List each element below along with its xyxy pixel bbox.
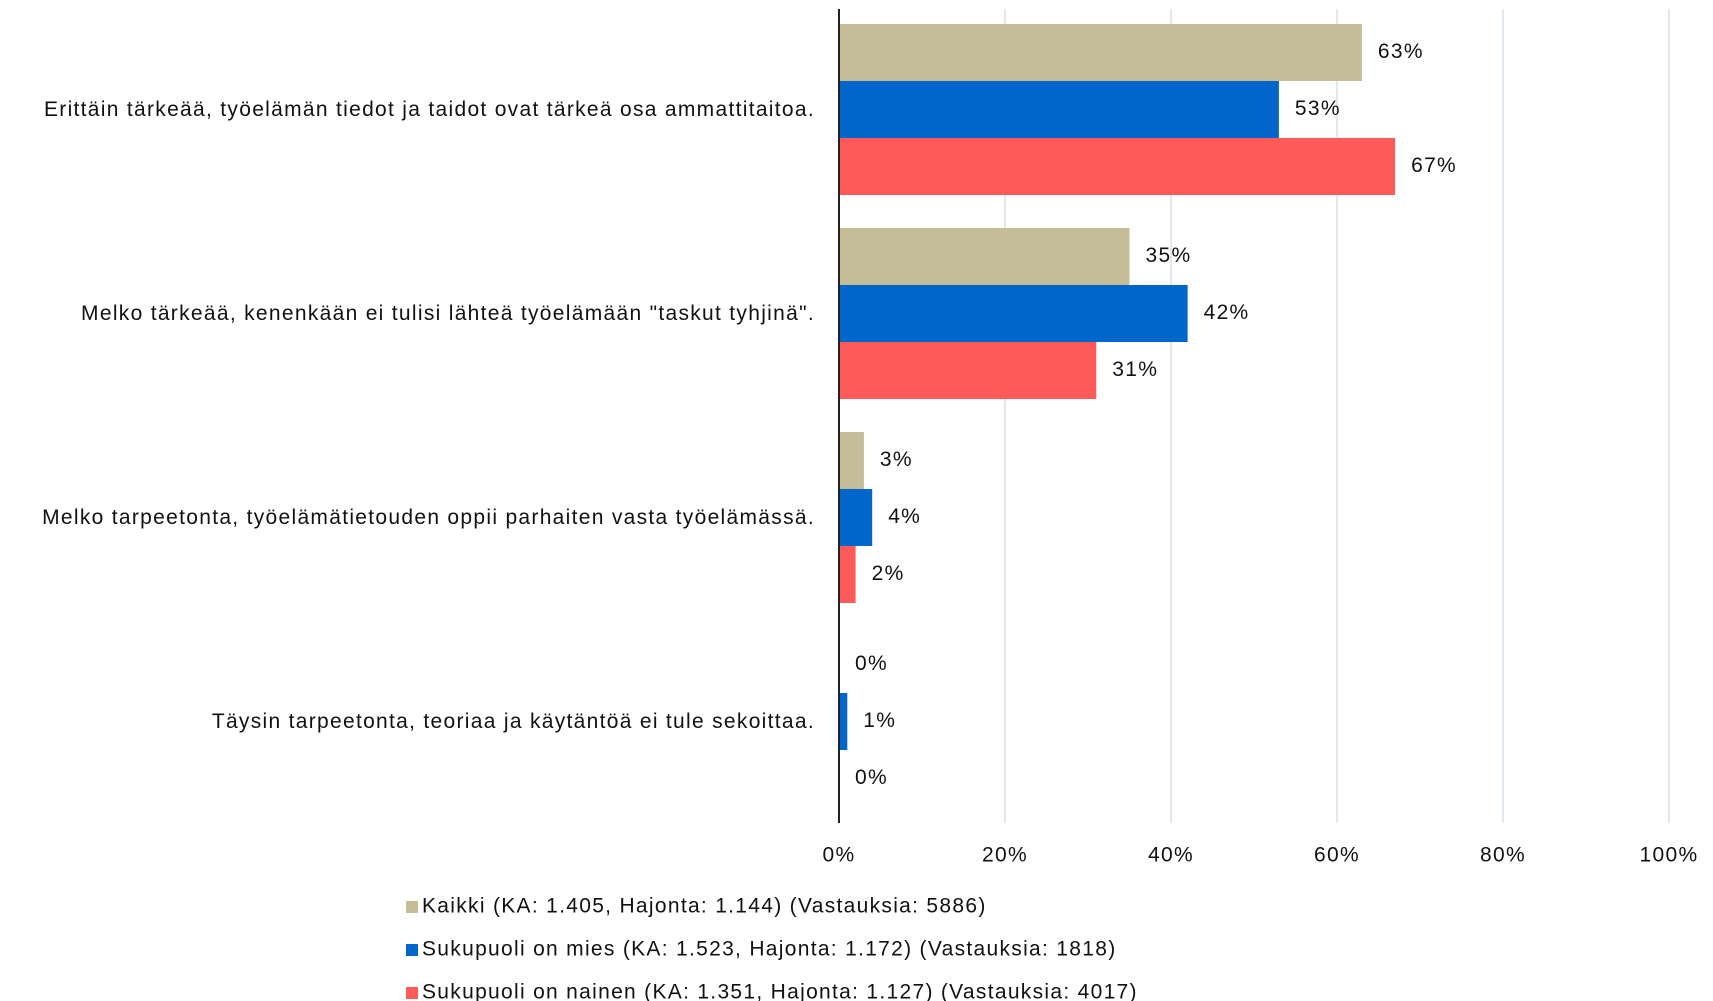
value-label: 53%	[1295, 97, 1341, 120]
bar	[839, 285, 1188, 342]
bar	[839, 228, 1130, 285]
x-tick-label: 0%	[823, 844, 856, 867]
value-label: 67%	[1411, 154, 1457, 177]
legend-label: Sukupuoli on mies (KA: 1.523, Hajonta: 1…	[422, 938, 1117, 961]
value-label: 0%	[855, 652, 888, 675]
value-label: 0%	[855, 766, 888, 789]
legend-swatch	[406, 901, 418, 913]
value-label: 2%	[872, 562, 905, 585]
category-label-box: Melko tärkeää, kenenkään ei tulisi lähte…	[81, 302, 815, 325]
bar	[839, 489, 873, 546]
legend-swatch	[406, 944, 418, 956]
x-tick-label: 80%	[1480, 844, 1526, 867]
category-label-box: Täysin tarpeetonta, teoriaa ja käytäntöä…	[211, 710, 815, 733]
category-label: Melko tärkeää, kenenkään ei tulisi lähte…	[81, 302, 815, 325]
category-label: Täysin tarpeetonta, teoriaa ja käytäntöä…	[211, 710, 815, 733]
bar	[839, 693, 848, 750]
value-label: 35%	[1146, 244, 1192, 267]
value-label: 3%	[880, 448, 913, 471]
value-label: 42%	[1204, 301, 1250, 324]
bar	[839, 342, 1097, 399]
value-label: 1%	[863, 709, 896, 732]
category-label: Melko tarpeetonta, työelämätietouden opp…	[42, 506, 815, 529]
bar	[839, 138, 1396, 195]
category-label: Erittäin tärkeää, työelämän tiedot ja ta…	[43, 98, 815, 121]
value-label: 31%	[1112, 358, 1158, 381]
value-label: 63%	[1378, 40, 1424, 63]
x-tick-label: 100%	[1640, 844, 1699, 867]
legend-label: Sukupuoli on nainen (KA: 1.351, Hajonta:…	[422, 981, 1138, 1001]
bar	[839, 24, 1362, 81]
value-label: 4%	[888, 505, 921, 528]
x-tick-label: 40%	[1148, 844, 1194, 867]
x-tick-label: 60%	[1314, 844, 1360, 867]
x-tick-label: 20%	[982, 844, 1028, 867]
bar	[839, 432, 864, 489]
legend-label: Kaikki (KA: 1.405, Hajonta: 1.144) (Vast…	[422, 895, 987, 918]
category-label-box: Melko tarpeetonta, työelämätietouden opp…	[42, 506, 815, 529]
legend-swatch	[406, 987, 418, 999]
bar	[839, 546, 856, 603]
bar	[839, 81, 1279, 138]
category-label-box: Erittäin tärkeää, työelämän tiedot ja ta…	[43, 98, 815, 121]
